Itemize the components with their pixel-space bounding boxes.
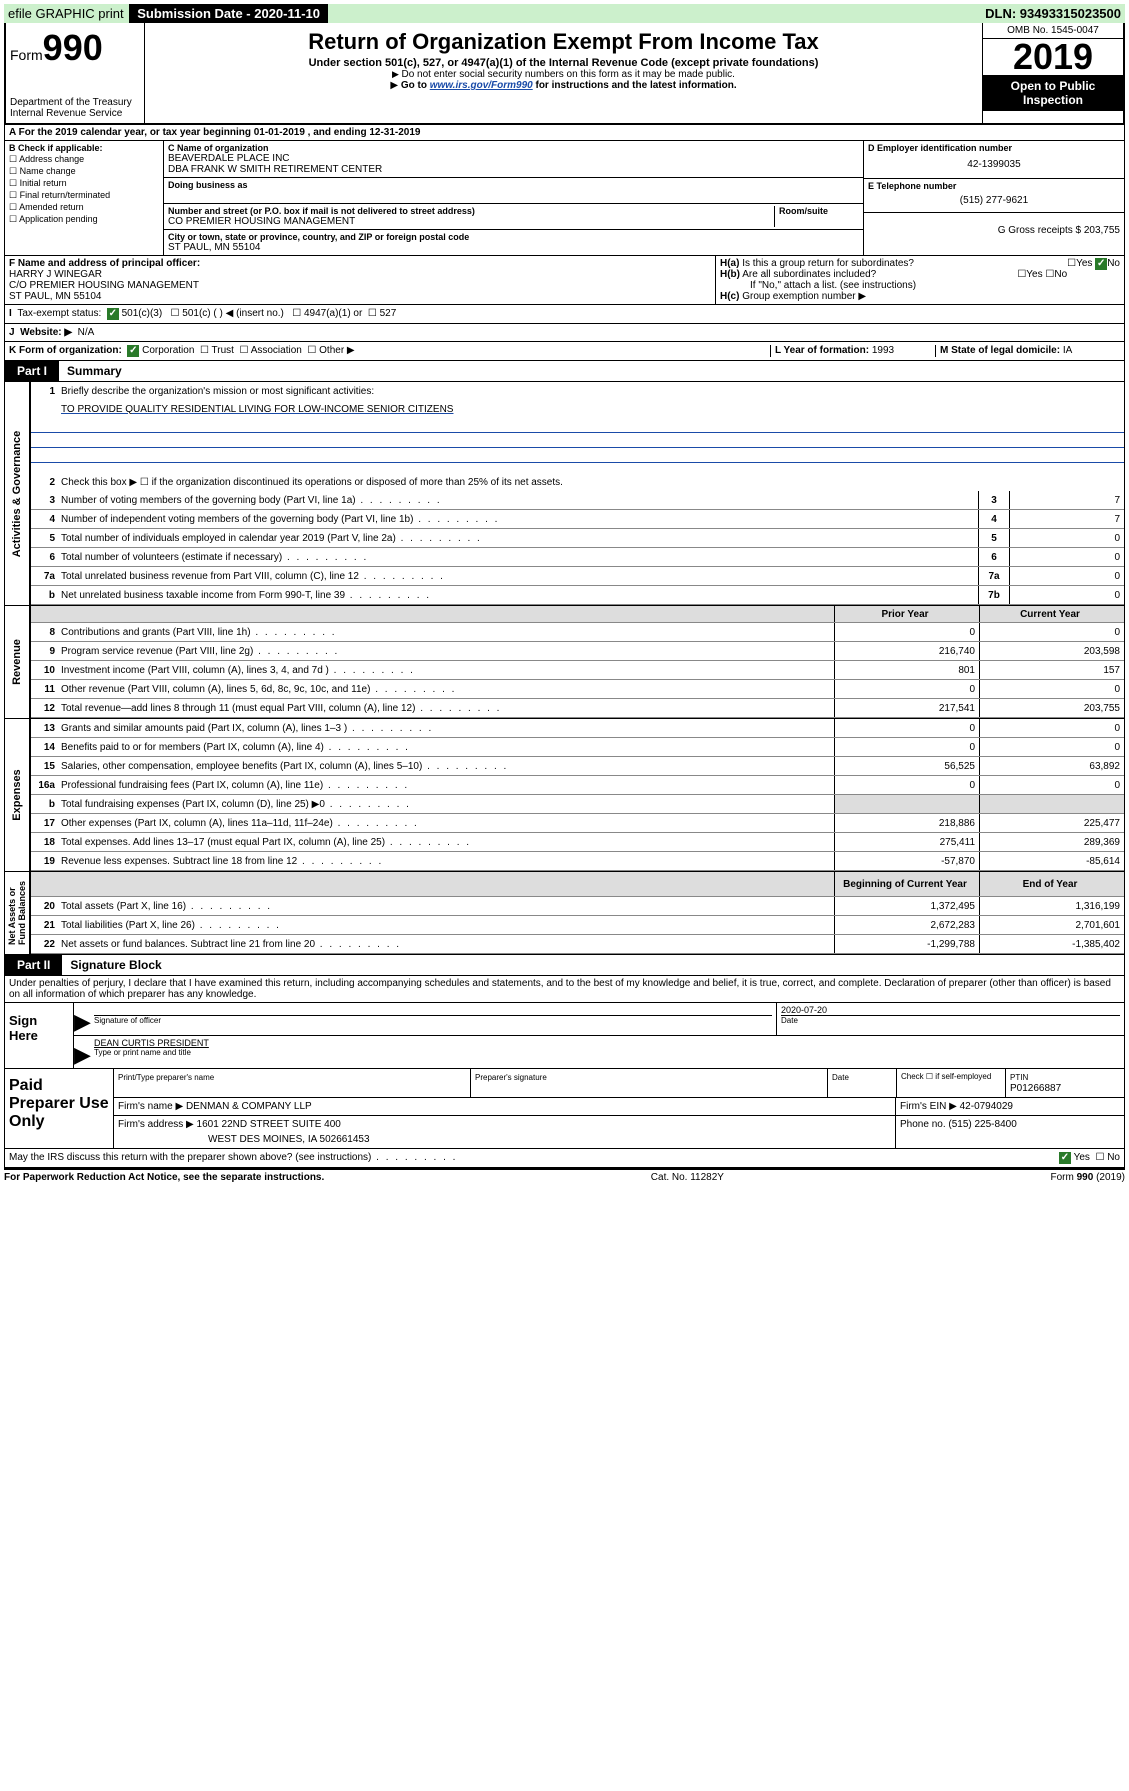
form-990-label: Form990: [10, 27, 140, 69]
discuss-row: May the IRS discuss this return with the…: [4, 1149, 1125, 1168]
form-header: Form990 Department of the Treasury Inter…: [4, 23, 1125, 125]
hc-text: Group exemption number ▶: [742, 291, 866, 302]
efile-label: efile GRAPHIC print: [8, 6, 124, 21]
officer-label: F Name and address of principal officer:: [9, 258, 200, 269]
cb-initial-return[interactable]: ☐ Initial return: [9, 178, 159, 189]
hdr-begin: Beginning of Current Year: [834, 872, 979, 896]
cb-name-change[interactable]: ☐ Name change: [9, 166, 159, 177]
cb-address-change[interactable]: ☐ Address change: [9, 154, 159, 165]
ptin-value: P01266887: [1010, 1083, 1061, 1094]
revenue-section: Revenue Prior Year Current Year 8Contrib…: [4, 606, 1125, 719]
sig-officer-label: Signature of officer: [94, 1015, 772, 1025]
expenses-section: Expenses 13Grants and similar amounts pa…: [4, 719, 1125, 872]
footer-left: For Paperwork Reduction Act Notice, see …: [4, 1172, 324, 1183]
gross-receipts-label: G Gross receipts $: [998, 225, 1084, 236]
sig-date-label: Date: [781, 1015, 1120, 1025]
dba-label: Doing business as: [168, 180, 859, 190]
vlabel-revenue: Revenue: [11, 639, 23, 685]
page-footer: For Paperwork Reduction Act Notice, see …: [4, 1168, 1125, 1185]
hb-note: If "No," attach a list. (see instruction…: [720, 280, 1120, 291]
open-public-badge: Open to Public Inspection: [983, 75, 1123, 111]
paid-preparer-block: Paid Preparer Use Only Print/Type prepar…: [4, 1069, 1125, 1149]
self-employed-check[interactable]: Check ☐ if self-employed: [897, 1069, 1006, 1097]
firm-name: DENMAN & COMPANY LLP: [186, 1101, 312, 1112]
vlabel-netassets: Net Assets orFund Balances: [7, 881, 27, 945]
perjury-text: Under penalties of perjury, I declare th…: [4, 976, 1125, 1003]
paid-preparer-label: Paid Preparer Use Only: [5, 1069, 114, 1148]
org-name-label: C Name of organization: [168, 143, 859, 153]
firm-ein: 42-0794029: [960, 1101, 1013, 1112]
dln-label: DLN: 93493315023500: [985, 6, 1121, 21]
firm-addr1: 1601 22ND STREET SUITE 400: [197, 1119, 341, 1130]
q2: Check this box ▶ ☐ if the organization d…: [61, 475, 1124, 490]
hdr-prior: Prior Year: [834, 606, 979, 622]
cb-amended[interactable]: ☐ Amended return: [9, 202, 159, 213]
website-row: J Website: ▶ N/A: [4, 324, 1125, 342]
phone-label: E Telephone number: [868, 181, 1120, 191]
city-value: ST PAUL, MN 55104: [168, 242, 859, 253]
discuss-yes-check: ✓: [1059, 1152, 1071, 1164]
firm-phone: (515) 225-8400: [948, 1119, 1016, 1130]
cb-final-return[interactable]: ☐ Final return/terminated: [9, 190, 159, 201]
form-org-row: K Form of organization: ✓ Corporation ☐ …: [4, 342, 1125, 361]
officer-addr1: C/O PREMIER HOUSING MANAGEMENT: [9, 280, 199, 291]
city-label: City or town, state or province, country…: [168, 232, 859, 242]
room-label: Room/suite: [779, 206, 859, 216]
submission-date-chip: Submission Date - 2020-11-10: [129, 4, 328, 23]
hdr-end: End of Year: [979, 872, 1124, 896]
ssn-note: Do not enter social security numbers on …: [149, 69, 978, 80]
entity-info-block: B Check if applicable: ☐ Address change …: [4, 141, 1125, 256]
501c3-check: ✓: [107, 308, 119, 320]
street-label: Number and street (or P.O. box if mail i…: [168, 206, 774, 216]
sig-arrow-icon: ▶: [74, 1003, 90, 1035]
phone-value: (515) 277-9621: [868, 191, 1120, 210]
cb-app-pending[interactable]: ☐ Application pending: [9, 214, 159, 225]
website-value: N/A: [78, 327, 95, 338]
sig-date: 2020-07-20: [781, 1005, 1120, 1015]
goto-note: ▶ Go to www.irs.gov/Form990 for instruct…: [149, 80, 978, 91]
part1-header: Part I Summary: [4, 361, 1125, 382]
gross-receipts-value: 203,755: [1084, 225, 1120, 236]
year-formed: 1993: [872, 345, 894, 356]
hdr-current: Current Year: [979, 606, 1124, 622]
irs-label: Internal Revenue Service: [10, 108, 140, 119]
efile-top-bar: efile GRAPHIC print Submission Date - 20…: [4, 4, 1125, 23]
netassets-section: Net Assets orFund Balances Beginning of …: [4, 872, 1125, 955]
q1: Briefly describe the organization's miss…: [61, 384, 1124, 399]
sig-arrow-icon-2: ▶: [74, 1036, 90, 1068]
dept-treasury: Department of the Treasury: [10, 97, 140, 108]
vlabel-expenses: Expenses: [11, 769, 23, 820]
ein-label: D Employer identification number: [868, 143, 1120, 153]
ha-text: Is this a group return for subordinates?: [742, 258, 914, 269]
footer-right: Form 990 (2019): [1051, 1172, 1125, 1183]
section-a-period: A For the 2019 calendar year, or tax yea…: [4, 125, 1125, 141]
part2-header: Part II Signature Block: [4, 955, 1125, 976]
sign-here-label: Sign Here: [5, 1003, 74, 1068]
footer-center: Cat. No. 11282Y: [651, 1172, 724, 1183]
vlabel-governance: Activities & Governance: [11, 430, 23, 557]
street-value: CO PREMIER HOUSING MANAGEMENT: [168, 216, 774, 227]
firm-addr2: WEST DES MOINES, IA 502661453: [118, 1130, 891, 1145]
tax-exempt-row: I Tax-exempt status: ✓ 501(c)(3) ☐ 501(c…: [4, 305, 1125, 324]
sig-name-label: Type or print name and title: [94, 1048, 1120, 1057]
governance-section: Activities & Governance 1Briefly describ…: [4, 382, 1125, 606]
sign-here-block: Sign Here ▶ Signature of officer 2020-07…: [4, 1003, 1125, 1069]
org-name-2: DBA FRANK W SMITH RETIREMENT CENTER: [168, 164, 859, 175]
hb-text: Are all subordinates included?: [742, 269, 876, 280]
officer-addr2: ST PAUL, MN 55104: [9, 291, 101, 302]
ein-value: 42-1399035: [868, 153, 1120, 176]
officer-name: HARRY J WINEGAR: [9, 269, 102, 280]
form990-link[interactable]: www.irs.gov/Form990: [430, 80, 533, 91]
tax-year: 2019: [983, 39, 1123, 75]
form-title: Return of Organization Exempt From Incom…: [149, 29, 978, 55]
form-subtitle: Under section 501(c), 527, or 4947(a)(1)…: [149, 57, 978, 69]
ha-no-check: ✓: [1095, 258, 1107, 270]
org-name-1: BEAVERDALE PLACE INC: [168, 153, 859, 164]
sig-name: DEAN CURTIS PRESIDENT: [94, 1038, 1120, 1048]
domicile-state: IA: [1063, 345, 1072, 356]
box-b-label: B Check if applicable:: [9, 143, 103, 153]
mission-text: TO PROVIDE QUALITY RESIDENTIAL LIVING FO…: [61, 402, 1124, 417]
officer-group-block: F Name and address of principal officer:…: [4, 256, 1125, 305]
